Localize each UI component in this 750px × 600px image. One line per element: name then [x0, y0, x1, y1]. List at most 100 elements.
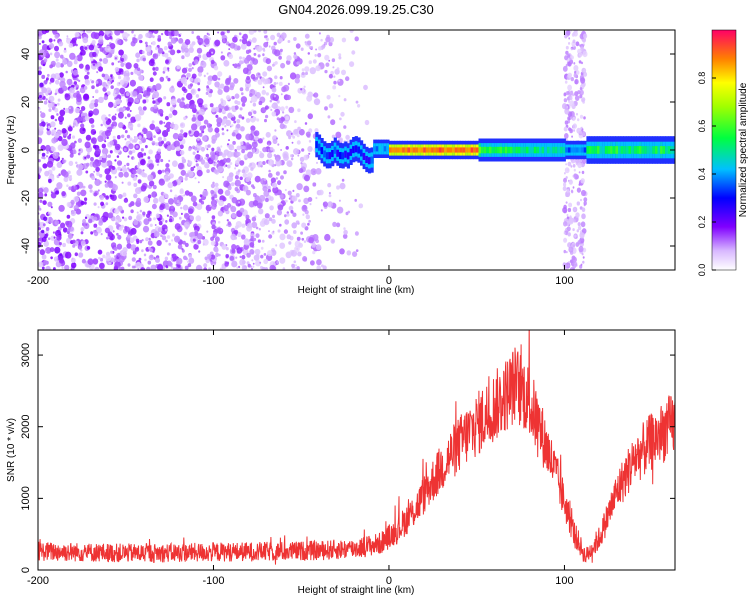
- carrier-core: [354, 145, 358, 153]
- noise-speck: [258, 227, 261, 231]
- band-speck: [568, 37, 571, 40]
- noise-speck: [295, 220, 300, 225]
- noise-speck: [254, 249, 259, 255]
- noise-speck: [41, 229, 45, 234]
- noise-speck: [199, 125, 205, 131]
- noise-speck: [252, 102, 257, 107]
- noise-speck: [268, 169, 271, 173]
- noise-speck: [328, 41, 333, 47]
- band-speck: [578, 171, 581, 174]
- noise-speck: [77, 33, 80, 37]
- noise-speck: [147, 240, 153, 246]
- noise-speck: [172, 109, 178, 116]
- noise-speck: [168, 173, 174, 179]
- noise-speck: [184, 177, 188, 181]
- noise-speck: [193, 165, 196, 168]
- noise-speck: [262, 53, 265, 57]
- band-speck: [572, 256, 577, 263]
- noise-speck: [89, 79, 92, 82]
- noise-speck: [112, 135, 116, 140]
- snr-y-axis-label: SNR (10 * v/v): [6, 418, 17, 482]
- noise-speck: [271, 87, 277, 93]
- carrier-core: [610, 146, 614, 154]
- noise-speck: [39, 249, 45, 256]
- colorbar-label: Normalized spectral amplitude: [738, 82, 749, 217]
- carrier-core: [612, 146, 616, 154]
- noise-speck: [39, 42, 41, 45]
- noise-speck: [124, 116, 127, 119]
- noise-speck: [92, 96, 95, 98]
- noise-speck: [79, 87, 86, 94]
- noise-speck: [91, 85, 95, 90]
- noise-speck: [247, 222, 253, 229]
- noise-speck: [58, 204, 65, 212]
- noise-speck: [171, 180, 178, 187]
- noise-speck: [71, 135, 76, 139]
- noise-speck: [179, 150, 185, 156]
- noise-speck: [142, 99, 147, 104]
- noise-speck: [306, 40, 312, 46]
- noise-speck: [317, 53, 322, 58]
- noise-speck: [130, 244, 137, 251]
- noise-speck: [100, 233, 103, 236]
- band-speck: [572, 116, 576, 121]
- noise-speck: [80, 240, 86, 246]
- noise-speck: [229, 255, 235, 261]
- noise-speck: [130, 173, 135, 178]
- carrier-core: [620, 146, 624, 154]
- noise-speck: [298, 168, 304, 174]
- noise-speck: [228, 53, 234, 60]
- noise-speck: [107, 231, 113, 237]
- noise-speck: [38, 125, 44, 132]
- noise-speck: [304, 226, 309, 231]
- carrier-core: [646, 146, 651, 154]
- noise-speck: [61, 157, 64, 161]
- noise-speck: [170, 123, 175, 129]
- band-speck: [574, 78, 579, 85]
- carrier-core: [662, 146, 666, 154]
- noise-speck: [246, 252, 251, 258]
- noise-speck: [332, 221, 337, 227]
- noise-speck: [189, 83, 193, 87]
- noise-speck: [279, 233, 286, 241]
- noise-speck: [102, 217, 107, 223]
- noise-speck: [181, 67, 188, 74]
- band-speck: [578, 245, 584, 253]
- noise-speck: [102, 254, 106, 259]
- carrier-core: [578, 147, 582, 153]
- noise-speck: [136, 93, 143, 100]
- noise-speck: [157, 227, 163, 233]
- noise-speck: [287, 190, 292, 196]
- noise-speck: [138, 257, 142, 261]
- noise-speck: [172, 233, 175, 237]
- noise-speck: [316, 259, 322, 266]
- noise-speck: [98, 156, 103, 161]
- noise-speck: [327, 115, 331, 119]
- noise-speck: [118, 194, 123, 199]
- noise-speck: [67, 226, 71, 231]
- noise-speck: [218, 253, 221, 257]
- noise-speck: [120, 30, 124, 34]
- noise-speck: [66, 60, 73, 68]
- noise-speck: [38, 35, 42, 40]
- noise-speck: [168, 198, 174, 205]
- noise-speck: [211, 196, 215, 201]
- noise-speck: [99, 195, 105, 201]
- noise-speck: [172, 211, 178, 218]
- noise-speck: [44, 170, 50, 177]
- noise-speck: [321, 264, 324, 268]
- carrier-core: [470, 147, 474, 153]
- noise-speck: [119, 79, 125, 86]
- noise-speck: [301, 222, 307, 228]
- noise-speck: [322, 201, 328, 208]
- carrier-core: [591, 146, 595, 154]
- noise-speck: [305, 169, 312, 176]
- carrier-core: [381, 146, 385, 152]
- noise-speck: [251, 216, 257, 222]
- noise-speck: [50, 121, 56, 128]
- carrier-core: [457, 147, 461, 153]
- carrier-core: [367, 157, 372, 165]
- noise-speck: [169, 145, 172, 148]
- carrier-core: [460, 147, 464, 153]
- carrier-core: [423, 147, 427, 153]
